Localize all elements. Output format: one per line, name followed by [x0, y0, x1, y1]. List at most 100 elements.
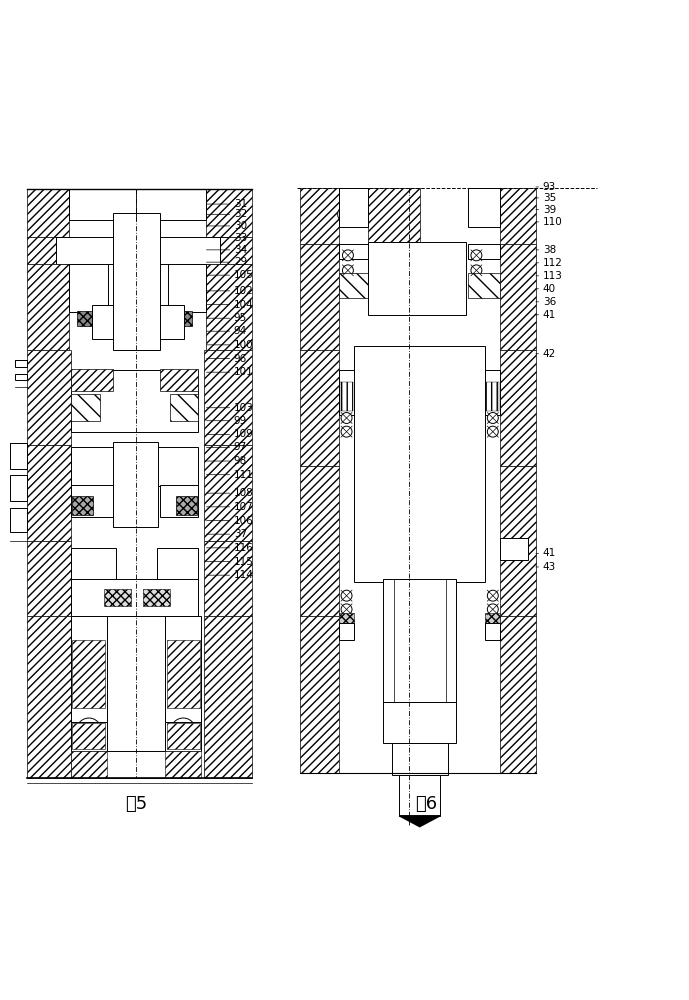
- Circle shape: [471, 250, 482, 261]
- Bar: [300, 188, 339, 244]
- Bar: [384, 702, 456, 743]
- Text: 96: 96: [234, 354, 247, 364]
- Bar: [468, 273, 500, 298]
- Bar: [165, 751, 201, 778]
- Bar: [27, 616, 71, 778]
- Bar: [204, 445, 252, 541]
- Text: 105: 105: [234, 270, 254, 280]
- Bar: [71, 616, 107, 722]
- Bar: [92, 305, 184, 339]
- Bar: [175, 311, 192, 326]
- Text: 97: 97: [234, 442, 247, 452]
- Bar: [71, 485, 114, 517]
- Text: 102: 102: [234, 286, 254, 296]
- Bar: [69, 189, 207, 220]
- Circle shape: [341, 413, 352, 423]
- Bar: [71, 394, 100, 421]
- Bar: [399, 775, 440, 816]
- Circle shape: [171, 718, 196, 743]
- Bar: [81, 562, 107, 579]
- Bar: [167, 723, 200, 749]
- Bar: [207, 189, 252, 237]
- Bar: [27, 541, 71, 616]
- Circle shape: [471, 205, 488, 223]
- Text: 98: 98: [234, 456, 247, 466]
- Bar: [71, 369, 114, 391]
- Bar: [165, 616, 201, 722]
- Text: 104: 104: [234, 300, 254, 310]
- Bar: [104, 589, 132, 606]
- Text: 103: 103: [234, 403, 254, 413]
- Text: 109: 109: [234, 429, 254, 439]
- Bar: [500, 244, 536, 350]
- Bar: [500, 188, 536, 244]
- Bar: [500, 466, 536, 616]
- Bar: [72, 496, 93, 515]
- Text: 111: 111: [234, 470, 254, 480]
- Bar: [204, 350, 252, 445]
- Text: 38: 38: [543, 245, 556, 255]
- Bar: [167, 640, 200, 708]
- Bar: [300, 350, 339, 466]
- Text: 116: 116: [234, 543, 254, 553]
- Bar: [72, 723, 105, 749]
- Text: 113: 113: [543, 271, 563, 281]
- Bar: [204, 616, 252, 778]
- Circle shape: [76, 718, 101, 743]
- Circle shape: [341, 590, 352, 601]
- Bar: [207, 264, 252, 350]
- Bar: [160, 369, 198, 391]
- Circle shape: [471, 265, 482, 276]
- Text: 29: 29: [234, 257, 247, 267]
- Bar: [114, 442, 158, 527]
- Text: 41: 41: [543, 548, 556, 558]
- Text: 图5: 图5: [125, 795, 147, 813]
- Bar: [15, 374, 28, 380]
- Text: 106: 106: [234, 516, 254, 526]
- Text: 36: 36: [543, 297, 556, 307]
- Circle shape: [341, 426, 352, 437]
- Bar: [369, 242, 466, 315]
- Bar: [169, 394, 198, 421]
- Bar: [176, 496, 197, 515]
- Text: 99: 99: [234, 416, 247, 426]
- Bar: [69, 264, 108, 312]
- Bar: [10, 508, 28, 532]
- Bar: [300, 244, 339, 350]
- Text: 40: 40: [543, 284, 556, 294]
- Bar: [27, 237, 56, 264]
- Bar: [339, 623, 354, 640]
- Circle shape: [342, 250, 353, 261]
- Bar: [339, 244, 369, 259]
- Bar: [27, 189, 69, 237]
- Bar: [486, 382, 499, 411]
- Bar: [10, 475, 28, 501]
- Text: 100: 100: [234, 340, 254, 350]
- Bar: [339, 188, 369, 227]
- Bar: [71, 722, 107, 751]
- Circle shape: [341, 604, 352, 615]
- Bar: [340, 382, 353, 411]
- Text: 34: 34: [234, 245, 247, 255]
- Bar: [15, 360, 28, 367]
- Bar: [300, 616, 339, 773]
- Bar: [468, 188, 500, 227]
- Text: 101: 101: [234, 367, 254, 377]
- Bar: [391, 743, 448, 775]
- Bar: [71, 579, 198, 616]
- Text: 43: 43: [543, 562, 556, 572]
- Bar: [10, 443, 28, 469]
- Bar: [300, 466, 339, 616]
- Bar: [485, 623, 500, 640]
- Bar: [71, 751, 107, 778]
- Bar: [76, 311, 94, 326]
- Text: 30: 30: [234, 221, 247, 231]
- Bar: [71, 447, 198, 486]
- Circle shape: [487, 426, 498, 437]
- Text: 112: 112: [543, 258, 563, 268]
- Bar: [369, 188, 420, 244]
- Bar: [354, 346, 485, 582]
- Circle shape: [487, 604, 498, 615]
- Text: 41: 41: [543, 310, 556, 320]
- Text: 图6: 图6: [415, 795, 438, 813]
